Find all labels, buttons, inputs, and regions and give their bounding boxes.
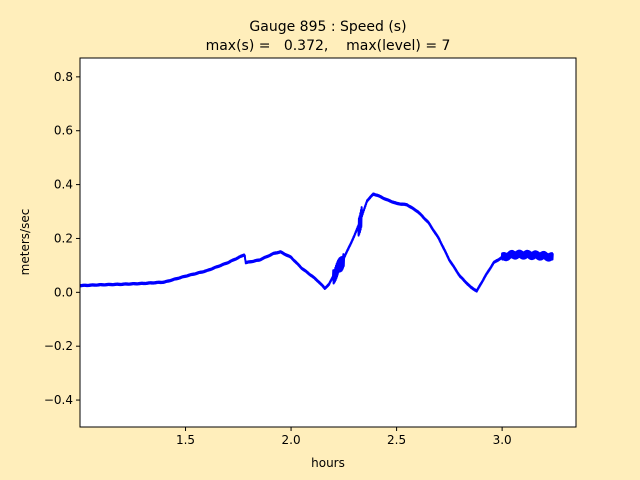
y-tick-label: 0.0 <box>54 285 73 299</box>
chart-subtitle: max(s) = 0.372, max(level) = 7 <box>206 38 451 54</box>
plot-lines <box>80 192 554 293</box>
x-tick-label: 2.0 <box>282 433 301 447</box>
plot-area <box>80 58 576 427</box>
x-tick-label: 3.0 <box>493 433 512 447</box>
x-axis: 1.5 2.0 2.5 3.0 <box>176 427 512 447</box>
plot-frame <box>79 57 577 428</box>
chart-title: Gauge 895 : Speed (s) <box>249 19 406 35</box>
speed-series-line <box>80 192 554 293</box>
x-axis-label: hours <box>311 456 345 470</box>
y-tick-label: 0.2 <box>54 231 73 245</box>
y-axis-label: meters/sec <box>18 209 32 276</box>
y-axis: −0.4 −0.2 0.0 0.2 0.4 0.6 0.8 <box>44 70 80 407</box>
y-tick-label: 0.8 <box>54 70 73 84</box>
x-tick-label: 1.5 <box>176 433 195 447</box>
y-tick-label: 0.4 <box>54 178 73 192</box>
x-tick-label: 2.5 <box>387 433 406 447</box>
y-tick-label: −0.2 <box>44 339 73 353</box>
y-tick-label: −0.4 <box>44 393 73 407</box>
y-tick-label: 0.6 <box>54 124 73 138</box>
